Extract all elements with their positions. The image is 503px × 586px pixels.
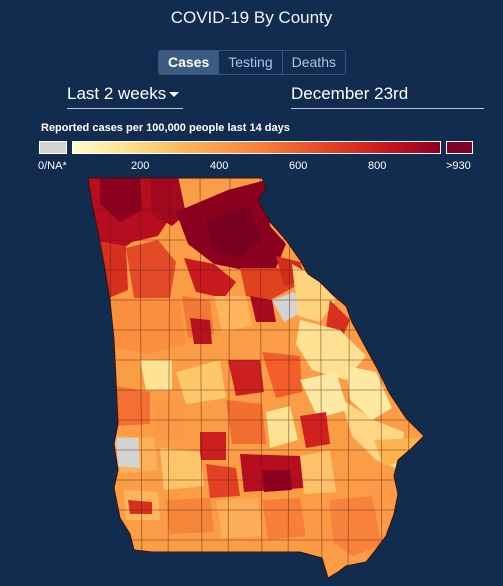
legend-na-label: 0/NA*	[38, 160, 67, 172]
legend-color-scale	[72, 141, 441, 154]
legend-tick-400: 400	[210, 160, 229, 172]
time-range-value: Last 2 weeks	[67, 84, 167, 103]
legend-title: Reported cases per 100,000 people last 1…	[41, 122, 290, 134]
metric-tabs: Cases Testing Deaths	[158, 50, 346, 75]
tab-deaths[interactable]: Deaths	[281, 51, 345, 74]
page-title: COVID-19 By County	[170, 8, 333, 27]
time-range-select[interactable]: Last 2 weeks	[67, 84, 183, 109]
legend-na-swatch	[39, 141, 67, 154]
legend-tick-200: 200	[131, 160, 150, 172]
tab-testing[interactable]: Testing	[218, 51, 281, 74]
georgia-county-map[interactable]	[80, 176, 430, 581]
date-input[interactable]: December 23rd	[291, 84, 484, 109]
legend-max-label: >930	[446, 160, 471, 172]
legend-max-swatch	[446, 141, 473, 154]
county-fills	[88, 178, 424, 578]
state-outline	[87, 177, 425, 579]
caret-down-icon	[169, 92, 180, 98]
legend-tick-600: 600	[289, 160, 308, 172]
legend-tick-800: 800	[368, 160, 387, 172]
tab-cases[interactable]: Cases	[159, 51, 219, 74]
